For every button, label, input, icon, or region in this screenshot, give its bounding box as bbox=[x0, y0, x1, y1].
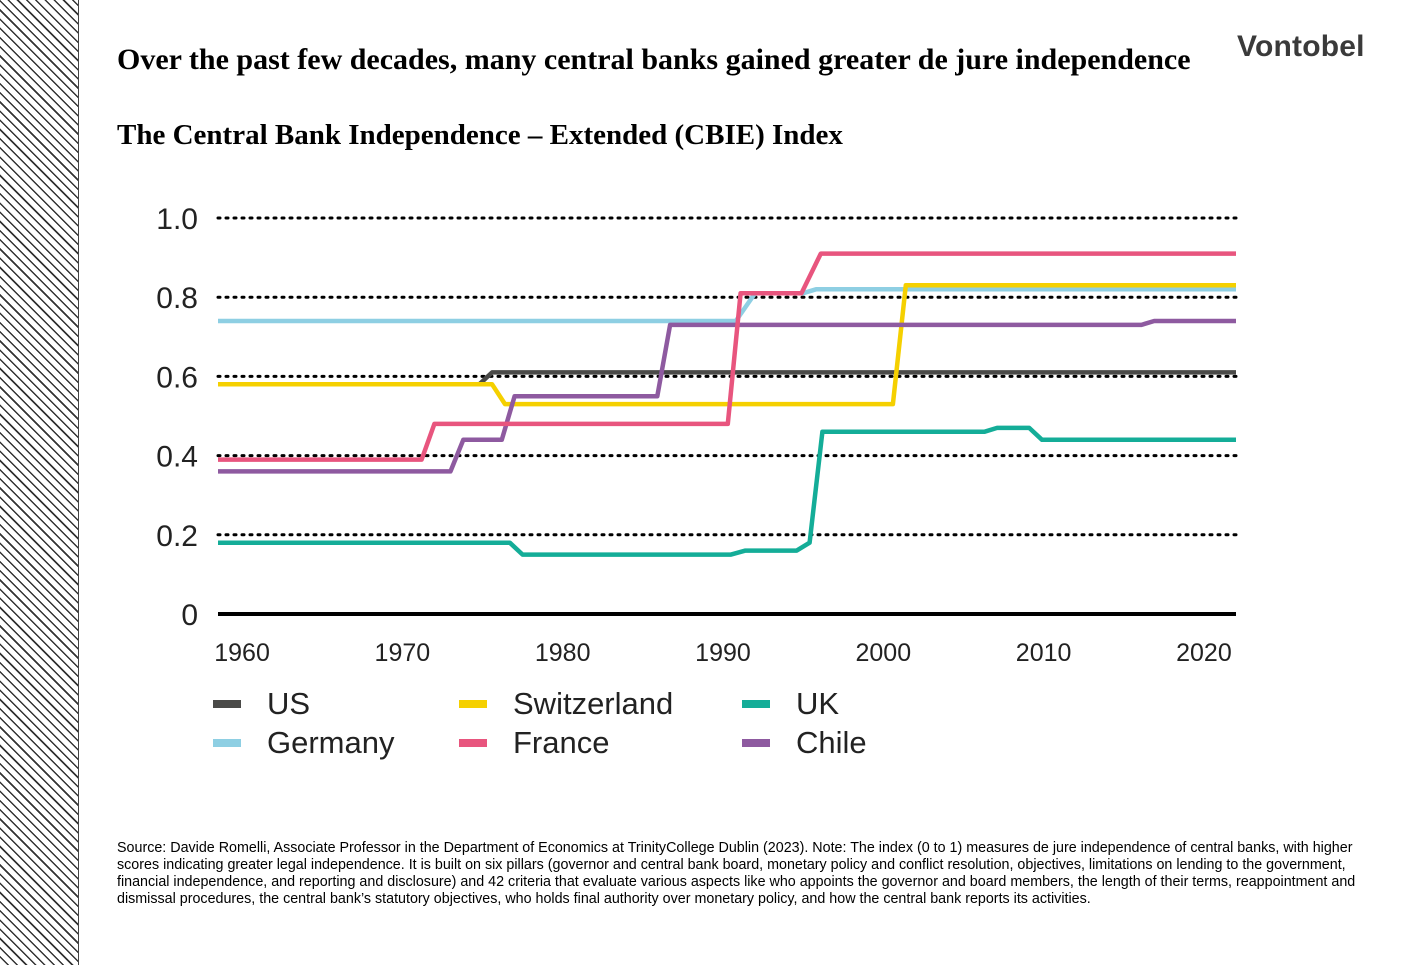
legend-item-switzerland: Switzerland bbox=[459, 684, 673, 724]
y-axis-tick-labels: 0 0.2 0.4 0.6 0.8 1.0 bbox=[156, 203, 198, 632]
legend-item-us: US bbox=[213, 684, 310, 724]
chart-title: Over the past few decades, many central … bbox=[117, 43, 1191, 76]
legend-label-uk: UK bbox=[796, 686, 840, 721]
legend-item-france: France bbox=[459, 723, 609, 763]
x-tick-label: 2010 bbox=[1016, 639, 1072, 667]
x-tick-label: 1960 bbox=[214, 639, 270, 667]
y-tick-label: 0.6 bbox=[156, 361, 198, 394]
x-axis-tick-labels: 1960 1970 1980 1990 2000 2010 2020 bbox=[214, 639, 1232, 667]
series-lines bbox=[218, 251, 1236, 557]
legend-label-us: US bbox=[267, 686, 311, 721]
x-tick-label: 1980 bbox=[535, 639, 591, 667]
x-tick-label: 2000 bbox=[855, 639, 911, 667]
legend-swatch-germany bbox=[213, 739, 241, 747]
legend-label-germany: Germany bbox=[267, 725, 395, 760]
legend-swatch-france bbox=[459, 739, 487, 747]
legend-item-uk: UK bbox=[742, 684, 839, 724]
chart-legend: US Germany Switzerland France UK Chile bbox=[213, 684, 913, 764]
x-tick-label: 1970 bbox=[375, 639, 431, 667]
vontobel-logo: Vontobel bbox=[1237, 30, 1365, 63]
chart-subtitle: The Central Bank Independence – Extended… bbox=[117, 119, 843, 151]
hatched-border-decoration bbox=[0, 0, 79, 965]
legend-swatch-us bbox=[213, 700, 241, 708]
series-line-chile bbox=[218, 318, 1236, 474]
y-tick-label: 0.2 bbox=[156, 520, 198, 553]
y-tick-label: 0.8 bbox=[156, 282, 198, 315]
legend-item-chile: Chile bbox=[742, 723, 867, 763]
source-note: Source: Davide Romelli, Associate Profes… bbox=[117, 840, 1356, 907]
legend-label-chile: Chile bbox=[796, 725, 867, 760]
grid-lines bbox=[216, 216, 1238, 616]
legend-label-switzerland: Switzerland bbox=[513, 686, 674, 721]
x-tick-label: 1990 bbox=[695, 639, 751, 667]
y-tick-label: 0.4 bbox=[156, 441, 198, 474]
legend-item-germany: Germany bbox=[213, 723, 394, 763]
x-tick-label: 2020 bbox=[1176, 639, 1232, 667]
series-line-germany bbox=[218, 287, 1236, 324]
series-line-france bbox=[218, 251, 1236, 462]
y-tick-label: 1.0 bbox=[156, 203, 198, 236]
series-line-uk bbox=[218, 425, 1236, 557]
series-line-switzerland bbox=[218, 283, 1236, 407]
y-tick-label: 0 bbox=[181, 599, 198, 632]
legend-swatch-uk bbox=[742, 700, 770, 708]
legend-label-france: France bbox=[513, 725, 610, 760]
legend-swatch-chile bbox=[742, 739, 770, 747]
legend-swatch-switzerland bbox=[459, 700, 487, 708]
